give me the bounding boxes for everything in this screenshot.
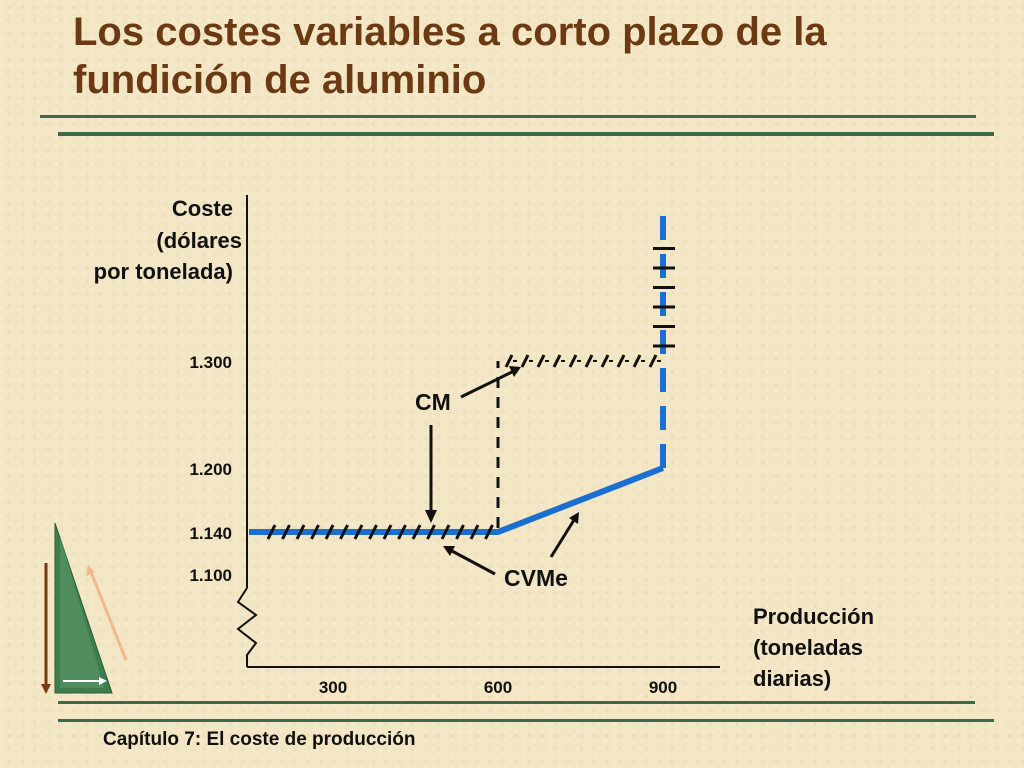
- x-tick-label: 300: [319, 678, 347, 697]
- annotation-cvme-label: CVMe: [504, 565, 568, 591]
- cm-hatch-mark: [324, 524, 335, 540]
- y-tick-label: 1.140: [189, 524, 232, 543]
- cm-hatch-mark: [552, 354, 562, 368]
- cm-hatch-vertical: [653, 247, 675, 348]
- cm-hatch-upper: [504, 354, 661, 368]
- x-axis-label-line-3: diarias): [753, 666, 831, 691]
- y-axis-label-line-2: (dólares: [156, 228, 242, 253]
- cm-hatch-mark: [632, 354, 642, 368]
- cm-hatch-mark: [382, 524, 393, 540]
- series-cvme: [249, 215, 666, 535]
- triangle-arrows-logo: [41, 522, 128, 694]
- annotation-cm-label: CM: [415, 389, 451, 415]
- cm-hatch-mark: [484, 524, 494, 540]
- cm-hatch-mark: [281, 524, 291, 540]
- y-tick-labels: 1.300 1.200 1.140 1.100: [189, 353, 232, 585]
- series-cm: [266, 247, 675, 540]
- cm-hatch-mark: [616, 354, 626, 368]
- axis-break: [236, 587, 258, 667]
- cm-hatch-mark: [397, 524, 407, 540]
- y-axis-label-line-1: Coste: [172, 196, 233, 221]
- x-tick-label: 600: [484, 678, 512, 697]
- annotation-cvme: CVMe: [443, 512, 579, 591]
- cm-hatch-lower: [266, 524, 494, 540]
- cm-hatch-mark: [368, 524, 378, 540]
- footer-rule-bottom: [58, 719, 994, 722]
- cm-hatch-mark: [455, 524, 465, 540]
- cm-hatch-mark: [584, 354, 594, 368]
- y-tick-label: 1.100: [189, 566, 232, 585]
- cm-hatch-mark: [536, 354, 546, 368]
- y-tick-label: 1.200: [189, 460, 232, 479]
- annotation-cvme-arrow-left: [451, 549, 496, 576]
- title-rule-bottom: [58, 132, 994, 136]
- annotation-cvme-arrow-right: [549, 519, 576, 558]
- cm-hatch-mark: [426, 524, 436, 540]
- y-axis-label-line-3: por tonelada): [94, 259, 233, 284]
- cm-hatch-mark: [353, 524, 364, 540]
- cm-hatch-mark: [411, 524, 422, 540]
- cvme-line: [249, 465, 665, 535]
- cm-hatch-mark: [339, 524, 349, 540]
- annotation-cm: CM: [415, 366, 521, 523]
- cm-hatch-mark: [310, 524, 320, 540]
- cm-hatch-mark: [440, 524, 451, 540]
- cm-hatch-mark: [469, 524, 480, 540]
- x-tick-label: 900: [649, 678, 677, 697]
- x-axis-label-line-2: (toneladas: [753, 635, 863, 660]
- title-line-2: fundición de aluminio: [73, 58, 487, 102]
- cm-hatch-mark: [520, 354, 530, 368]
- annotation-cm-arrow-up: [460, 369, 515, 399]
- y-tick-label: 1.300: [189, 353, 232, 372]
- x-axis-label: Producción (toneladas diarias): [753, 604, 874, 691]
- page-title: Los costes variables a corto plazo de la…: [73, 8, 993, 104]
- title-line-1: Los costes variables a corto plazo de la: [73, 10, 827, 54]
- cm-hatch-mark: [504, 354, 514, 368]
- cm-hatch-mark: [266, 524, 277, 540]
- axes: [236, 195, 720, 668]
- cm-hatch-mark: [600, 354, 610, 368]
- cm-hatch-mark: [568, 354, 578, 368]
- title-rule-top: [40, 115, 976, 118]
- footer-chapter: Capítulo 7: El coste de producción: [103, 729, 416, 750]
- cm-hatch-mark: [648, 354, 658, 368]
- y-axis-label: Coste (dólares por tonelada): [94, 196, 242, 284]
- x-tick-labels: 300 600 900: [319, 678, 677, 697]
- footer-rule-top: [58, 701, 975, 704]
- cm-hatch-mark: [295, 524, 306, 540]
- x-axis-label-line-1: Producción: [753, 604, 874, 629]
